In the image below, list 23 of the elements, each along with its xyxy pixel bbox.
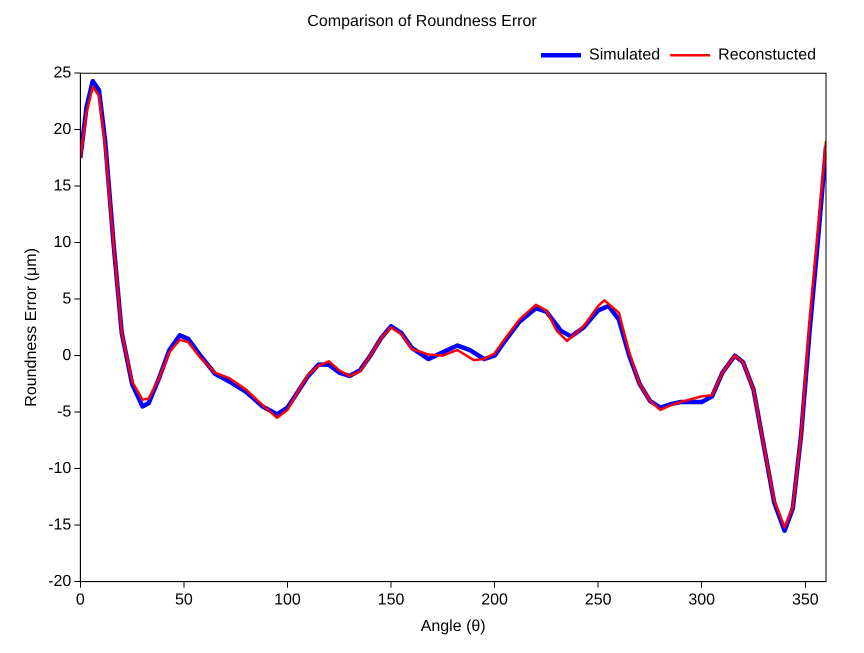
x-tick-label: 150: [378, 592, 404, 609]
x-tick-label: 100: [274, 592, 301, 609]
x-tick-label: 0: [76, 592, 85, 609]
y-tick-label: -20: [48, 573, 72, 590]
y-tick-label: 10: [54, 234, 72, 252]
legend-label: Simulated: [589, 46, 660, 64]
chart-title: Comparison of Roundness Error: [307, 13, 538, 30]
x-tick-label: 250: [584, 592, 612, 609]
y-tick-label: 20: [54, 121, 72, 138]
x-tick-label: 350: [792, 592, 819, 609]
x-axis-title: Angle (θ): [420, 618, 486, 635]
y-tick-label: -15: [48, 516, 72, 534]
y-tick-label: 5: [62, 290, 72, 308]
legend-label: Reconstucted: [718, 46, 816, 64]
x-tick-label: 50: [174, 592, 193, 609]
y-tick-label: 25: [54, 64, 72, 82]
y-tick-label: -10: [48, 460, 72, 478]
y-tick-label: 15: [54, 178, 72, 195]
x-tick-label: 200: [481, 592, 508, 609]
y-tick-label: -5: [57, 404, 72, 421]
y-axis-title: Roundness Error (μm): [23, 248, 40, 407]
y-tick-label: 0: [62, 347, 72, 364]
x-tick-label: 300: [688, 592, 716, 609]
